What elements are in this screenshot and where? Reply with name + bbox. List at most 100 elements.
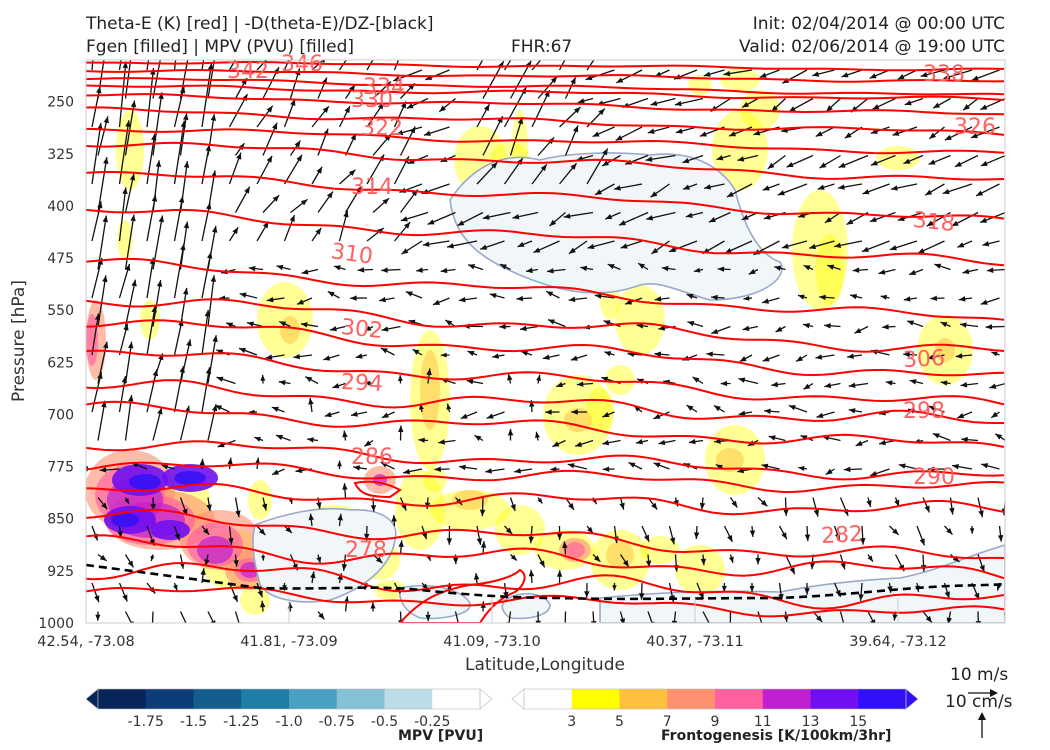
wind-arrow-head	[764, 408, 771, 414]
wind-arrow-head	[540, 164, 547, 172]
wind-arrow-head	[862, 189, 870, 195]
wind-arrow-head	[803, 323, 810, 329]
wind-arrow	[867, 611, 875, 623]
wind-arrow-head	[771, 105, 779, 112]
wind-arrow	[564, 611, 567, 623]
wind-arrow-head	[562, 624, 567, 631]
wind-arrow	[124, 60, 132, 99]
wind-arrow-head	[151, 194, 158, 202]
wind-arrow-head	[961, 436, 968, 443]
wind-arrow-head	[850, 293, 858, 300]
wind-arrow-head	[650, 191, 658, 198]
wind-arrow	[531, 89, 551, 128]
wind-arrow-head	[210, 114, 217, 121]
wind-arrow-head	[728, 624, 733, 630]
wind-arrow	[673, 611, 677, 623]
wind-arrow-head	[636, 439, 643, 445]
wind-arrow-head	[647, 128, 655, 134]
wind-arrow-head	[272, 469, 280, 475]
wind-arrow-head	[658, 439, 666, 446]
wind-arrow-head	[539, 560, 545, 568]
theta-e-contour-label: 322	[361, 116, 403, 141]
wind-arrow-head	[202, 528, 210, 535]
wind-arrow-head	[467, 351, 475, 357]
wind-arrow-head	[809, 562, 816, 570]
wind-arrow	[124, 173, 135, 213]
wind-arrow	[173, 243, 185, 299]
wind-arrow-head	[321, 60, 326, 64]
wind-arrow-head	[575, 441, 583, 447]
wind-arrow-head	[128, 394, 134, 402]
wind-arrow-head	[687, 320, 695, 327]
wind-arrow-head	[786, 162, 794, 168]
wind-arrow-head	[327, 291, 335, 297]
theta-e-contour	[86, 482, 1005, 516]
wind-arrow-head	[742, 325, 750, 332]
wind-arrow-head	[183, 221, 190, 229]
wind-arrow-head	[528, 569, 535, 577]
theta-e-contour-label: 326	[954, 115, 996, 140]
wind-arrow-head	[239, 44, 245, 51]
theta-e-contour-label: 338	[923, 62, 965, 87]
wind-arrow	[228, 60, 236, 71]
wind-arrow-head	[510, 554, 517, 561]
wind-arrow-head	[232, 594, 238, 602]
wind-ref-vertical-head	[978, 712, 986, 720]
wind-ref-vertical-label: 10 cm/s	[945, 692, 1013, 712]
wind-arrow	[118, 187, 127, 242]
wind-arrow-head	[150, 555, 155, 562]
fgen-colorbar-tick-label: 7	[663, 714, 672, 730]
wind-arrow-head	[102, 275, 108, 283]
wind-arrow-head	[869, 73, 877, 79]
wind-arrow-head	[350, 411, 358, 417]
wind-arrow-head	[364, 325, 372, 332]
wind-arrow-head	[783, 509, 789, 516]
wind-arrow-head	[748, 268, 756, 275]
wind-arrow-head	[909, 269, 917, 275]
wind-arrow-head	[507, 373, 513, 381]
wind-arrow	[146, 133, 156, 185]
wind-arrow-head	[861, 246, 869, 252]
wind-arrow-head	[854, 327, 862, 334]
wind-arrow-head	[711, 294, 718, 301]
wind-arrow-head	[645, 560, 652, 568]
wind-arrow	[97, 116, 109, 156]
fgen-colorbar-tick-label: 13	[802, 714, 820, 730]
theta-e-contour	[86, 141, 1005, 181]
wind-arrow-head	[179, 365, 185, 373]
wind-arrow-head	[122, 187, 128, 195]
wind-arrow-head	[324, 411, 332, 418]
wind-arrow-head	[380, 462, 388, 468]
wind-arrow-head	[391, 515, 397, 522]
wind-arrow-head	[297, 299, 305, 305]
theta-e-contour	[86, 534, 1005, 580]
wind-arrow-head	[101, 502, 108, 510]
wind-arrow-head	[157, 407, 163, 415]
wind-arrow-head	[152, 13, 157, 20]
wind-arrow-head	[645, 156, 653, 162]
wind-arrow-head	[547, 268, 554, 274]
wind-arrow-head	[301, 269, 309, 275]
theta-e-label-group: 334	[363, 75, 405, 100]
wind-arrow-head	[519, 325, 527, 332]
wind-arrow-head	[505, 527, 513, 535]
y-tick-label: 925	[47, 564, 74, 580]
x-tick-label: 40.37, -73.11	[646, 634, 743, 650]
wind-arrow-head	[117, 531, 123, 538]
wind-arrow-head	[458, 296, 466, 303]
wind-arrow-head	[940, 322, 948, 328]
wind-arrow	[146, 194, 157, 242]
wind-arrow-head	[97, 123, 103, 130]
wind-arrow-head	[892, 528, 899, 535]
wind-arrow-head	[536, 374, 542, 382]
wind-arrow-head	[568, 296, 576, 303]
wind-arrow-head	[183, 161, 190, 168]
theta-e-contour-label: 330	[351, 88, 393, 113]
wind-arrow-head	[903, 351, 910, 358]
mpv-colorbar-outline	[97, 688, 481, 710]
wind-arrow-head	[957, 413, 965, 419]
wind-arrow-head	[534, 431, 540, 439]
wind-arrow-head	[798, 466, 805, 471]
wind-arrow-head	[468, 264, 476, 270]
wind-arrow-head	[447, 585, 452, 592]
